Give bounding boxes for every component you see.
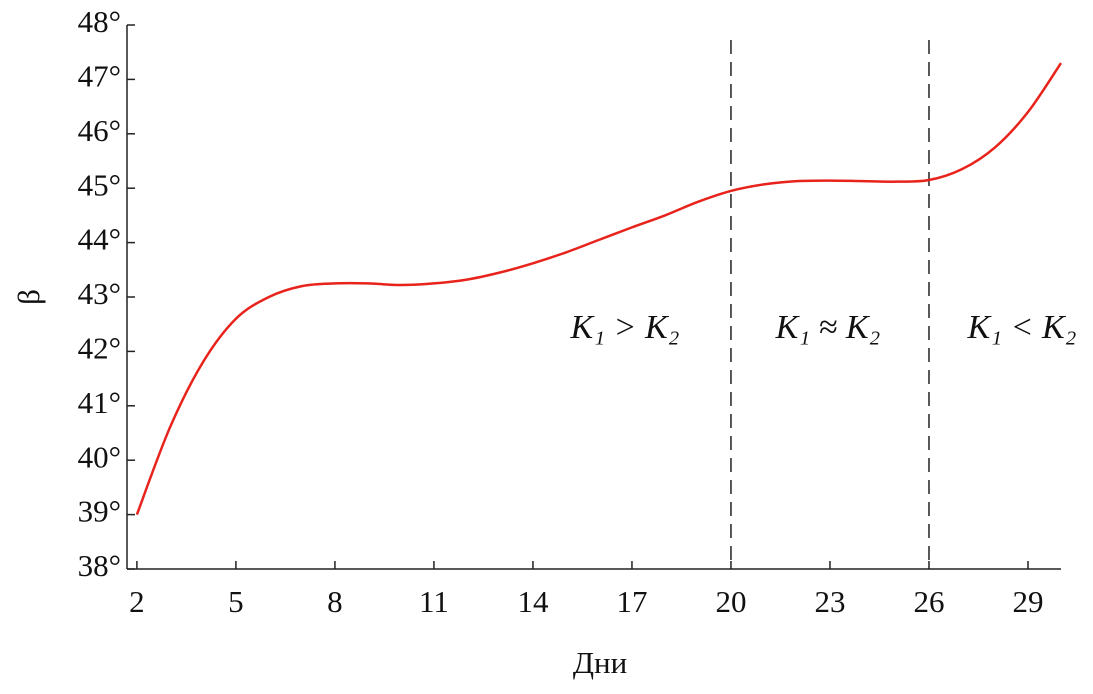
y-tick-label: 39°	[78, 494, 121, 529]
x-tick-label: 14	[517, 584, 549, 619]
x-tick-label: 20	[715, 584, 746, 619]
x-tick-label: 23	[814, 584, 845, 619]
x-tick-label: 8	[327, 584, 343, 619]
y-tick-label: 46°	[78, 113, 121, 148]
y-tick-label: 44°	[78, 222, 121, 257]
y-tick-label: 41°	[78, 385, 121, 420]
y-tick-label: 48°	[78, 4, 121, 39]
y-tick-label: 47°	[78, 59, 121, 94]
x-tick-label: 2	[129, 584, 145, 619]
y-tick-label: 40°	[78, 439, 121, 474]
y-tick-label: 45°	[78, 167, 121, 202]
region-annotation: K₁ > K₂	[570, 309, 680, 346]
x-axis-label: Дни	[573, 645, 627, 680]
x-tick-label: 29	[1012, 584, 1043, 619]
x-tick-label: 17	[616, 584, 647, 619]
region-annotation: K₁ < K₂	[967, 309, 1077, 346]
data-line	[135, 62, 1063, 516]
x-tick-label: 5	[228, 584, 244, 619]
y-axis-label: β	[11, 289, 46, 305]
x-tick-label: 26	[913, 584, 944, 619]
region-annotation: K₁ ≈ K₂	[775, 309, 881, 346]
y-tick-label: 43°	[78, 276, 121, 311]
y-tick-label: 42°	[78, 331, 121, 366]
y-tick-label: 38°	[78, 548, 121, 583]
x-tick-label: 11	[419, 584, 449, 619]
